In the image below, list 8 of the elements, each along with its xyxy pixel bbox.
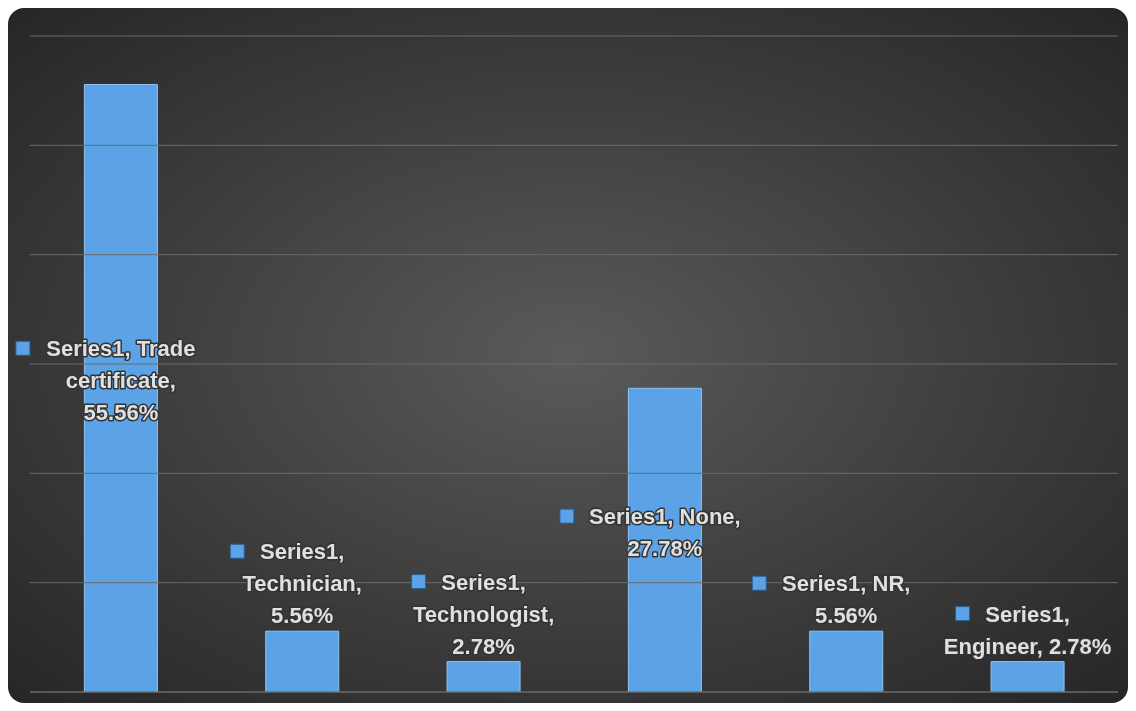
bar <box>446 661 521 692</box>
data-label: Series1, Engineer, 2.78% <box>943 601 1112 659</box>
bar <box>809 630 884 692</box>
data-label: Series1, Technologist, 2.78% <box>412 569 555 659</box>
data-label: Series1, NR, 5.56% <box>782 571 911 629</box>
data-label: Series1, Technician, 5.56% <box>242 539 362 629</box>
bar <box>990 661 1065 692</box>
bar <box>265 630 340 692</box>
